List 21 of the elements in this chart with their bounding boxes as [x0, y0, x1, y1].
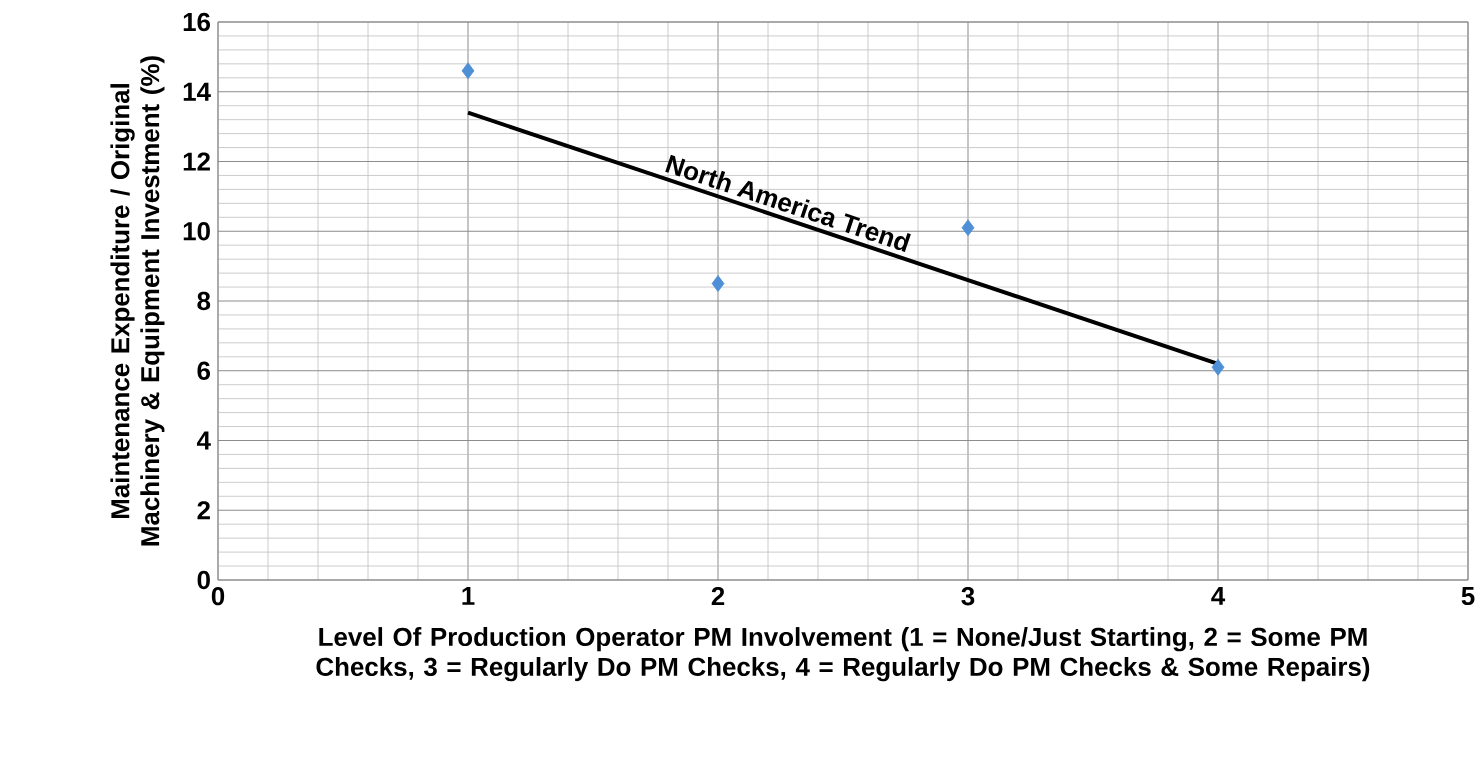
- y-tick-label: 10: [183, 222, 210, 241]
- point: [711, 275, 725, 292]
- x-tick-label: 4: [1211, 587, 1226, 605]
- x-tick-label: 1: [462, 587, 475, 605]
- y-tick-label: 16: [183, 12, 211, 32]
- y-tick-label: 2: [197, 501, 210, 520]
- y-tick-label: 4: [196, 431, 211, 450]
- x-tick-label: 0: [211, 587, 225, 606]
- point: [1211, 358, 1225, 376]
- point: [461, 62, 475, 80]
- x-tick-label: 5: [1461, 587, 1475, 606]
- x-tick-label: 2: [711, 587, 725, 606]
- point: [961, 219, 975, 237]
- y-axis-title: Maintenance Expenditure / Original Machinery & Equipment Investment (%): [110, 56, 165, 546]
- y-tick-label: 14: [183, 82, 211, 101]
- x-axis-title: Level Of Production Operator PM Involvement (1 = None/Just Starting, 2 = Some PM Checks, 3 = Regularly Do PM Checks, 4 = Regularly Do PM Checks & Some Repairs): [316, 627, 1370, 682]
- x-tick-label: 3: [961, 587, 975, 606]
- y-tick-label: 8: [197, 291, 211, 311]
- y-tick-label: 0: [197, 570, 210, 590]
- y-tick-label: 6: [197, 361, 211, 380]
- y-tick-label: 12: [183, 152, 210, 171]
